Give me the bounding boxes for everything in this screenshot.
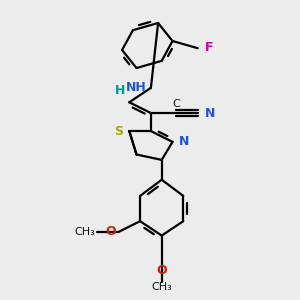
- Text: H: H: [114, 84, 125, 97]
- Text: N: N: [179, 135, 189, 148]
- Text: NH: NH: [126, 81, 146, 94]
- Text: C: C: [172, 99, 180, 109]
- Text: S: S: [114, 124, 123, 138]
- Text: F: F: [205, 41, 213, 54]
- Text: CH₃: CH₃: [151, 282, 172, 292]
- Text: CH₃: CH₃: [74, 227, 95, 237]
- Text: O: O: [156, 264, 167, 278]
- Text: N: N: [205, 106, 215, 120]
- Text: O: O: [105, 226, 116, 238]
